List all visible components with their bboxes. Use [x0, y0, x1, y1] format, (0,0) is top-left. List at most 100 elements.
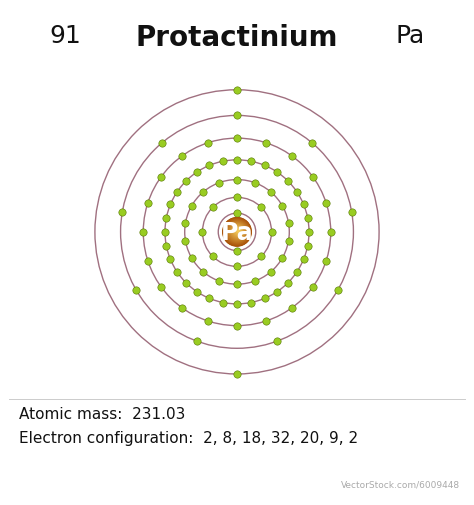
Point: [247, 299, 255, 307]
Point: [233, 263, 241, 271]
Point: [279, 255, 286, 263]
Point: [233, 300, 241, 309]
Point: [188, 203, 195, 211]
Circle shape: [238, 231, 239, 232]
Point: [204, 139, 212, 147]
Text: VectorStock®: VectorStock®: [19, 479, 105, 489]
Point: [304, 242, 311, 250]
Circle shape: [223, 219, 251, 246]
Point: [262, 139, 270, 147]
Circle shape: [226, 221, 249, 244]
Point: [348, 208, 356, 216]
Text: Pa: Pa: [395, 24, 425, 47]
Point: [132, 286, 140, 294]
Point: [262, 317, 270, 325]
Circle shape: [229, 223, 246, 241]
Point: [215, 179, 223, 187]
Circle shape: [234, 227, 242, 235]
Point: [233, 322, 241, 330]
Point: [327, 228, 335, 236]
Point: [200, 188, 207, 196]
Point: [206, 295, 213, 303]
Circle shape: [236, 229, 240, 234]
Point: [268, 228, 275, 236]
Circle shape: [232, 226, 243, 237]
Point: [233, 370, 241, 378]
Point: [305, 228, 313, 236]
Point: [178, 153, 186, 161]
Circle shape: [225, 220, 249, 244]
Circle shape: [232, 226, 244, 237]
Point: [139, 228, 147, 236]
Point: [163, 214, 170, 222]
Point: [173, 268, 181, 276]
Point: [144, 199, 152, 208]
Text: Pa: Pa: [221, 220, 253, 244]
Point: [157, 173, 165, 181]
Circle shape: [225, 220, 249, 244]
Point: [161, 228, 169, 236]
Circle shape: [237, 230, 239, 233]
Circle shape: [228, 222, 247, 242]
Circle shape: [230, 224, 245, 239]
Circle shape: [236, 229, 240, 233]
Circle shape: [237, 230, 239, 232]
Point: [304, 214, 311, 222]
Point: [188, 255, 195, 263]
Circle shape: [232, 226, 244, 237]
Text: Atomic mass:  231.03: Atomic mass: 231.03: [19, 406, 185, 421]
Circle shape: [230, 224, 245, 239]
Point: [273, 288, 281, 296]
Point: [215, 277, 223, 285]
Point: [209, 204, 216, 212]
Point: [267, 268, 274, 276]
Point: [322, 257, 330, 265]
Point: [309, 173, 317, 181]
Point: [167, 256, 174, 264]
Point: [233, 176, 241, 184]
Point: [200, 268, 207, 276]
Circle shape: [224, 220, 250, 245]
Circle shape: [228, 223, 246, 241]
Circle shape: [233, 227, 242, 236]
Point: [178, 304, 186, 312]
Point: [163, 242, 170, 250]
Circle shape: [228, 223, 246, 241]
Point: [233, 247, 241, 255]
Point: [308, 139, 316, 147]
Point: [193, 337, 201, 345]
Circle shape: [224, 219, 251, 246]
Point: [251, 277, 259, 285]
Circle shape: [234, 228, 242, 235]
Point: [233, 157, 241, 165]
Point: [182, 279, 190, 287]
Point: [167, 201, 174, 209]
Point: [300, 201, 307, 209]
Text: Electron configuration:  2, 8, 18, 32, 20, 9, 2: Electron configuration: 2, 8, 18, 32, 20…: [19, 430, 358, 445]
Circle shape: [224, 219, 250, 245]
Point: [284, 279, 292, 287]
Circle shape: [235, 228, 241, 234]
Circle shape: [231, 225, 245, 238]
Circle shape: [229, 223, 246, 240]
Circle shape: [234, 227, 242, 236]
Circle shape: [226, 221, 249, 243]
Circle shape: [228, 223, 247, 241]
Circle shape: [231, 225, 244, 238]
Point: [334, 286, 342, 294]
Circle shape: [235, 228, 241, 235]
Circle shape: [225, 220, 250, 245]
Point: [209, 252, 216, 261]
Point: [288, 153, 296, 161]
Circle shape: [235, 228, 242, 235]
Circle shape: [227, 222, 248, 242]
Text: Protactinium: Protactinium: [136, 24, 338, 52]
Point: [233, 281, 241, 289]
Circle shape: [236, 229, 240, 233]
Circle shape: [237, 230, 240, 233]
Point: [173, 188, 181, 196]
Text: VectorStock.com/6009448: VectorStock.com/6009448: [341, 480, 460, 488]
Circle shape: [233, 226, 243, 237]
Circle shape: [228, 222, 247, 242]
Circle shape: [226, 221, 248, 243]
